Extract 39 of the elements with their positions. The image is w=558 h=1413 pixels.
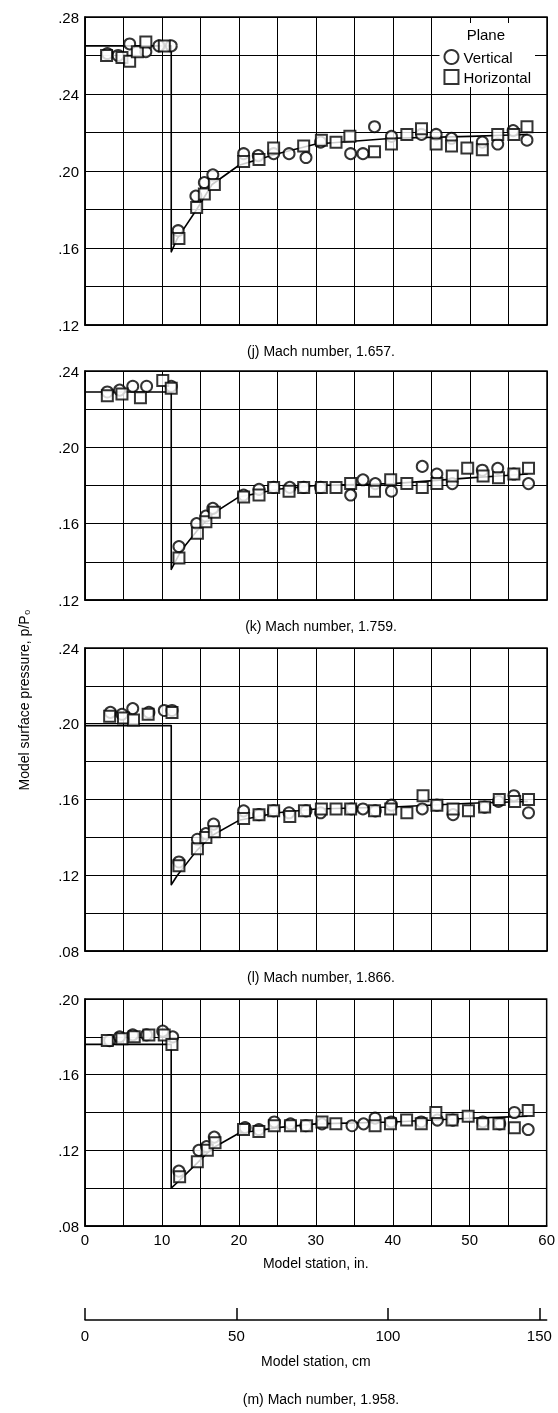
x-tick-label: 60 [538, 1231, 555, 1248]
y-tick-label: .12 [58, 591, 79, 609]
x2-tick-label: 0 [80, 1327, 90, 1344]
y-tick-label: .08 [58, 942, 79, 960]
y-tick-label: .28 [58, 8, 79, 26]
x2-tick-label: 50 [228, 1327, 245, 1344]
y-tick-label: .20 [58, 715, 79, 733]
y-tick-label: .12 [58, 1141, 79, 1159]
y-tick-label: .20 [58, 162, 79, 180]
x-tick-label: 50 [461, 1231, 479, 1248]
x-tick-label: 10 [153, 1231, 171, 1248]
x2-tick-label: 150 [526, 1327, 552, 1344]
y-tick-label: .20 [58, 990, 79, 1008]
y-tick-label: .24 [58, 85, 79, 103]
text: (j) Mach number, 1.657. [247, 343, 395, 359]
legend-label: Vertical [463, 48, 513, 66]
y-axis-title: Model surface pressure, p/P₀ [15, 608, 33, 793]
text: (l) Mach number, 1.866. [247, 969, 395, 985]
x-tick-label: 0 [80, 1231, 90, 1248]
y-tick-label: .12 [58, 316, 79, 334]
legend-title: Plane [466, 26, 506, 43]
x-tick-label: 40 [384, 1231, 402, 1248]
y-tick-label: .16 [58, 1066, 79, 1084]
y-tick-label: .16 [58, 239, 79, 257]
y-tick-label: .20 [58, 438, 79, 456]
y-tick-label: .16 [58, 791, 79, 808]
x-tick-label: 20 [230, 1231, 248, 1248]
y-tick-label: .24 [58, 639, 79, 657]
y-tick-label: .24 [58, 362, 79, 380]
text: (m) Mach number, 1.958. [242, 1391, 400, 1407]
y-tick-label: .16 [58, 515, 79, 533]
x-axis-title: Model station, in. [262, 1255, 369, 1271]
text: (k) Mach number, 1.759. [245, 618, 397, 634]
x2-tick-label: 100 [375, 1327, 401, 1344]
legend-label: Horizontal [463, 68, 531, 86]
x-tick-label: 30 [307, 1231, 325, 1248]
y-tick-label: .08 [58, 1217, 79, 1235]
y-tick-label: .12 [58, 866, 79, 884]
x2-axis-title: Model station, cm [260, 1353, 371, 1369]
